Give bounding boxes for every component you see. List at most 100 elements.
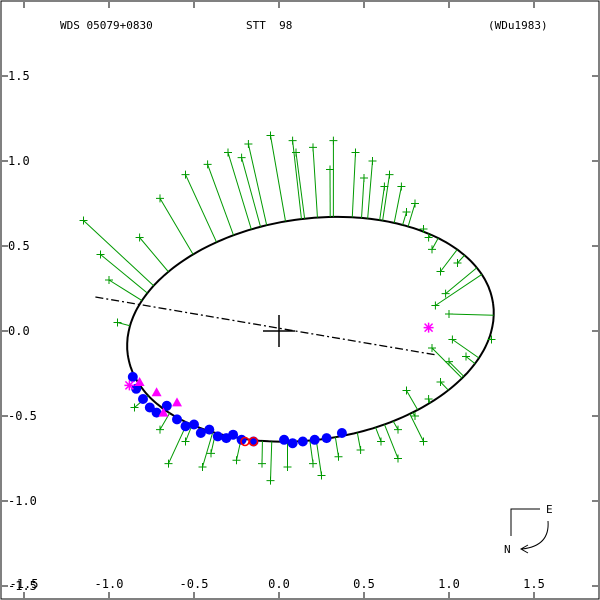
micrometer-point — [105, 276, 113, 284]
micrometer-point — [288, 136, 297, 145]
y-tick-label: 0.0 — [8, 324, 30, 338]
y-tick-label: 0.5 — [8, 239, 30, 253]
speckle-point — [228, 429, 239, 440]
micrometer-point — [394, 425, 402, 434]
reference-label: (WDu1983) — [488, 19, 548, 32]
speckle-point — [127, 371, 138, 382]
compass-arrow-head — [519, 544, 529, 554]
residual-line — [445, 267, 478, 294]
orbit-ellipse — [126, 215, 495, 443]
residual-lines — [83, 135, 494, 481]
y-tick-label: 1.0 — [8, 154, 30, 168]
micrometer-point — [402, 386, 411, 395]
micrometer-point — [96, 250, 105, 259]
micrometer-point — [181, 437, 190, 446]
micrometer-point — [181, 170, 190, 179]
y-tick-label: -1.5 — [8, 579, 37, 593]
x-tick-label: 0.0 — [268, 577, 290, 591]
observation-markers — [79, 131, 496, 485]
residual-line — [108, 279, 143, 302]
residual-line — [465, 356, 476, 365]
residual-line — [431, 347, 463, 379]
micrometer-point — [266, 476, 275, 485]
micrometer-point — [411, 412, 419, 420]
y-tick-label: -0.5 — [8, 409, 37, 423]
speckle-point — [336, 428, 347, 438]
micrometer-point — [428, 344, 436, 352]
micrometer-point — [283, 463, 292, 471]
speckle-point — [321, 433, 332, 444]
speckle-point — [309, 434, 320, 445]
micrometer-point — [326, 165, 334, 174]
orbit-ellipse-group — [126, 215, 495, 443]
residual-line — [367, 160, 373, 219]
residual-line — [159, 198, 194, 255]
residual-line — [309, 440, 314, 464]
speckle-point — [131, 383, 142, 394]
residual-line — [241, 157, 261, 227]
speckle-point — [144, 402, 155, 413]
residual-line — [100, 254, 148, 294]
residual-line — [356, 432, 362, 451]
residual-line — [159, 412, 171, 430]
micrometer-point — [428, 245, 436, 254]
x-tick-label: -1.0 — [95, 577, 124, 591]
residual-line — [409, 413, 424, 442]
micrometer-point — [156, 194, 164, 203]
micrometer-point — [431, 301, 440, 310]
residual-line — [382, 174, 390, 221]
residual-line — [435, 274, 483, 306]
hipparcos-point — [158, 407, 169, 417]
interferometric-point — [423, 322, 434, 333]
residual-line — [402, 211, 407, 226]
residual-line — [83, 220, 154, 287]
micrometer-point — [397, 182, 406, 191]
speckle-point — [138, 394, 148, 404]
residual-line — [227, 152, 252, 230]
micrometer-point — [156, 425, 164, 434]
micrometer-point — [448, 335, 457, 344]
x-tick-label: 1.0 — [438, 577, 460, 591]
residual-line — [270, 135, 287, 222]
compass-north-label: N — [504, 543, 511, 556]
micrometer-point — [79, 216, 88, 225]
residual-line — [407, 203, 416, 227]
speckle-point — [287, 438, 298, 449]
residual-line — [379, 186, 385, 221]
primary-star-cross — [263, 315, 295, 347]
line-of-nodes-path — [95, 296, 436, 356]
interferometric-point — [124, 380, 135, 391]
micrometer-point — [380, 182, 389, 191]
speckle-point — [161, 400, 172, 411]
y-tick-label: 1.5 — [8, 69, 30, 83]
residual-line — [452, 339, 480, 359]
speckle-point — [279, 434, 290, 445]
micrometer-point — [424, 395, 433, 403]
speckle-point — [204, 424, 215, 435]
speckle-point — [151, 407, 162, 418]
rejected-point — [248, 436, 259, 447]
residual-line — [292, 140, 302, 220]
residual-line — [139, 237, 169, 273]
micrometer-point — [436, 267, 445, 276]
micrometer-point — [453, 259, 462, 267]
micrometer-point — [402, 208, 411, 216]
micrometer-point — [224, 148, 232, 157]
x-tick-label: 1.5 — [523, 577, 545, 591]
micrometer-point — [329, 136, 338, 145]
star-name-label: STT 98 — [246, 19, 292, 32]
wds-id-label: WDS 05079+0830 — [60, 19, 153, 32]
hipparcos-point — [134, 377, 145, 386]
micrometer-point — [377, 437, 385, 446]
residual-line — [312, 147, 318, 218]
residual-line — [457, 254, 465, 264]
micrometer-point — [317, 471, 326, 480]
hipparcos-point — [151, 387, 162, 397]
speckle-point — [180, 421, 191, 432]
residual-line — [247, 143, 268, 226]
residual-line — [361, 177, 365, 218]
residual-line — [351, 152, 356, 218]
micrometer-point — [113, 318, 122, 327]
micrometer-point — [462, 352, 470, 361]
